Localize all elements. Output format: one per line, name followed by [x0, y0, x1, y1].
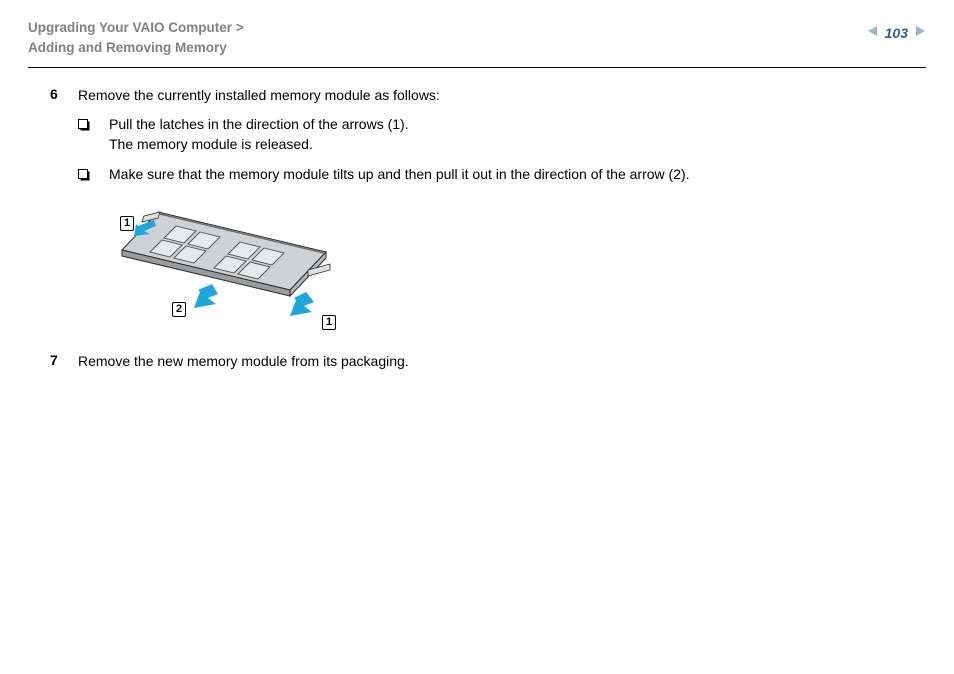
callout-1-bottom: 1: [322, 315, 336, 330]
box-bullet-icon: [78, 117, 91, 137]
subitem-line1: Make sure that the memory module tilts u…: [109, 164, 690, 184]
subitem-text: Make sure that the memory module tilts u…: [109, 164, 690, 184]
memory-module-svg: [78, 198, 338, 338]
step-7: 7 Remove the new memory module from its …: [50, 352, 926, 372]
subitem: Make sure that the memory module tilts u…: [78, 164, 926, 187]
callout-1-top: 1: [120, 216, 134, 231]
breadcrumb-line1: Upgrading Your VAIO Computer >: [28, 18, 244, 38]
step-number: 7: [50, 352, 62, 368]
callout-label: 1: [124, 217, 130, 229]
callout-2: 2: [172, 302, 186, 317]
nav-next-icon[interactable]: [914, 24, 926, 42]
step-text: Remove the currently installed memory mo…: [78, 86, 440, 106]
memory-module-figure: 1 2 1: [78, 198, 338, 338]
subitem-line1: Pull the latches in the direction of the…: [109, 114, 409, 134]
step-text: Remove the new memory module from its pa…: [78, 352, 409, 372]
subitem-line2: The memory module is released.: [109, 134, 409, 154]
page-nav: 103: [867, 24, 926, 42]
step-number: 6: [50, 86, 62, 102]
subitem: Pull the latches in the direction of the…: [78, 114, 926, 155]
page-header: Upgrading Your VAIO Computer > Adding an…: [28, 18, 926, 67]
content: 6 Remove the currently installed memory …: [28, 86, 926, 371]
page-number: 103: [885, 25, 908, 41]
nav-prev-icon[interactable]: [867, 24, 879, 42]
subitem-text: Pull the latches in the direction of the…: [109, 114, 409, 155]
breadcrumb: Upgrading Your VAIO Computer > Adding an…: [28, 18, 244, 57]
breadcrumb-line2: Adding and Removing Memory: [28, 38, 244, 58]
header-rule: [28, 67, 926, 68]
callout-label: 1: [326, 316, 332, 328]
step-6: 6 Remove the currently installed memory …: [50, 86, 926, 106]
callout-label: 2: [176, 303, 182, 315]
box-bullet-icon: [78, 167, 91, 187]
step-6-sublist: Pull the latches in the direction of the…: [78, 114, 926, 188]
